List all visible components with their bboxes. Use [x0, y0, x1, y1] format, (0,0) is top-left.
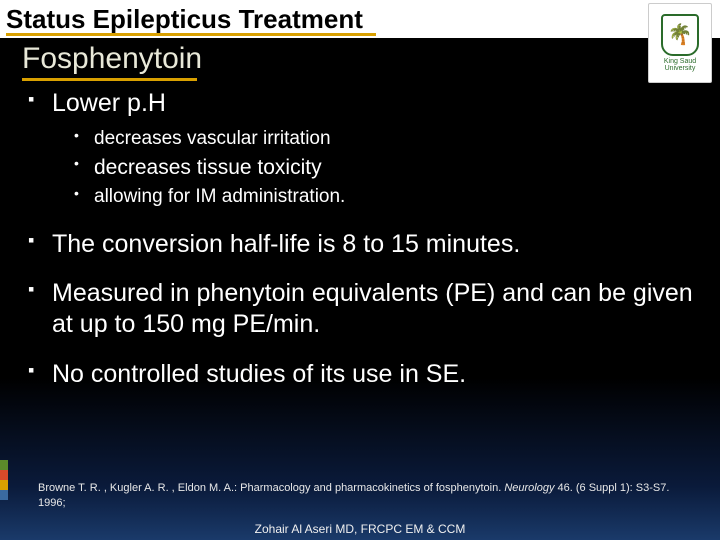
accent-bar: [0, 38, 12, 78]
stripe: [0, 470, 8, 480]
bullet-list: Lower p.H decreases vascular irritationde…: [26, 88, 694, 390]
list-item: Measured in phenytoin equivalents (PE) a…: [26, 278, 694, 341]
stripe: [0, 460, 8, 470]
subtitle-underline: [22, 78, 197, 81]
list-item: The conversion half-life is 8 to 15 minu…: [26, 229, 694, 260]
logo-label: King Saud University: [649, 58, 711, 72]
list-item-text: Lower p.H: [52, 89, 166, 117]
side-stripes: [0, 460, 8, 500]
stripe: [0, 490, 8, 500]
sub-list-item: decreases vascular irritation: [52, 125, 694, 153]
citation-title: Pharmacology and pharmacokinetics of fos…: [240, 482, 504, 494]
list-item: Lower p.H decreases vascular irritationde…: [26, 88, 694, 211]
citation-authors: Browne T. R. , Kugler A. R. , Eldon M. A…: [38, 482, 240, 494]
list-item-text: Measured in phenytoin equivalents (PE) a…: [52, 279, 693, 338]
sub-list: decreases vascular irritationdecreases t…: [52, 125, 694, 211]
slide-subtitle: Fosphenytoin: [22, 42, 202, 76]
title-bar: Status Epilepticus Treatment: [0, 0, 720, 38]
sub-list-item: decreases tissue toxicity: [52, 153, 694, 183]
citation-journal: Neurology: [504, 482, 554, 494]
logo-shield: 🌴: [661, 14, 699, 56]
palm-icon: 🌴: [668, 25, 693, 45]
university-logo: 🌴 King Saud University: [648, 3, 712, 83]
slide: Status Epilepticus Treatment 🌴 King Saud…: [0, 0, 720, 540]
list-item-text: No controlled studies of its use in SE.: [52, 360, 466, 388]
list-item: No controlled studies of its use in SE.: [26, 359, 694, 390]
citation: Browne T. R. , Kugler A. R. , Eldon M. A…: [38, 481, 682, 510]
list-item-text: The conversion half-life is 8 to 15 minu…: [52, 230, 520, 258]
slide-title: Status Epilepticus Treatment: [6, 4, 363, 35]
footer-author: Zohair Al Aseri MD, FRCPC EM & CCM: [0, 522, 720, 536]
content-area: Lower p.H decreases vascular irritationde…: [26, 88, 694, 408]
title-underline: [6, 33, 376, 36]
stripe: [0, 480, 8, 490]
sub-list-item: allowing for IM administration.: [52, 183, 694, 211]
